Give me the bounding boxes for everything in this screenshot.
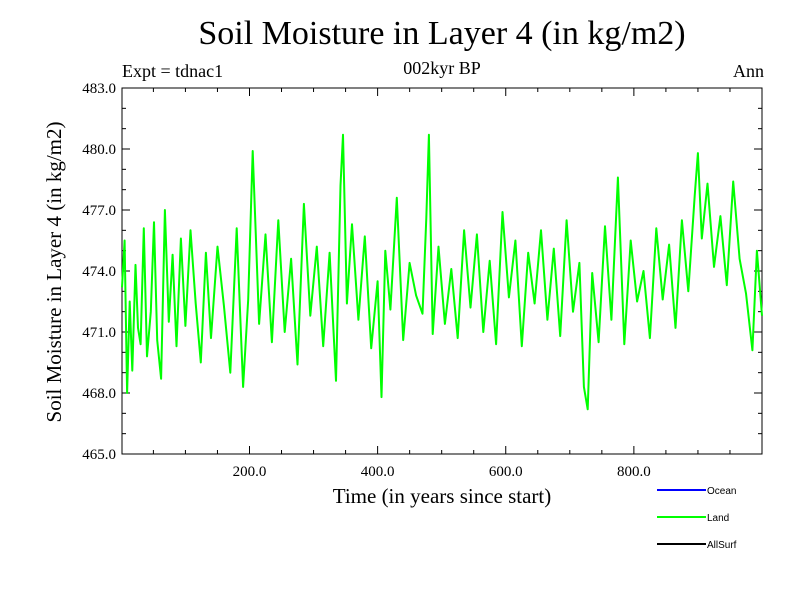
x-tick-label: 600.0 bbox=[489, 464, 523, 480]
x-tick-label: 800.0 bbox=[617, 464, 651, 480]
y-tick-label: 483.0 bbox=[82, 81, 116, 97]
legend-label: Ocean bbox=[707, 486, 736, 497]
y-tick-label: 465.0 bbox=[82, 447, 116, 463]
y-tick-label: 474.0 bbox=[82, 264, 116, 280]
series-line-land bbox=[121, 133, 763, 411]
chart-title: Soil Moisture in Layer 4 (in kg/m2) bbox=[198, 15, 686, 52]
x-axis-label: Time (in years since start) bbox=[332, 484, 552, 508]
chart-subtitle: 002kyr BP bbox=[403, 58, 481, 78]
legend-label: AllSurf bbox=[707, 540, 737, 551]
y-tick-label: 480.0 bbox=[82, 142, 116, 158]
legend-label: Land bbox=[707, 513, 729, 524]
experiment-label: Expt = tdnac1 bbox=[122, 61, 224, 81]
y-tick-label: 468.0 bbox=[82, 386, 116, 402]
x-tick-label: 400.0 bbox=[361, 464, 395, 480]
y-axis-label: Soil Moisture in Layer 4 (in kg/m2) bbox=[42, 121, 66, 423]
y-tick-label: 477.0 bbox=[82, 203, 116, 219]
y-tick-label: 471.0 bbox=[82, 325, 116, 341]
x-tick-label: 200.0 bbox=[233, 464, 267, 480]
period-label: Ann bbox=[733, 61, 764, 81]
